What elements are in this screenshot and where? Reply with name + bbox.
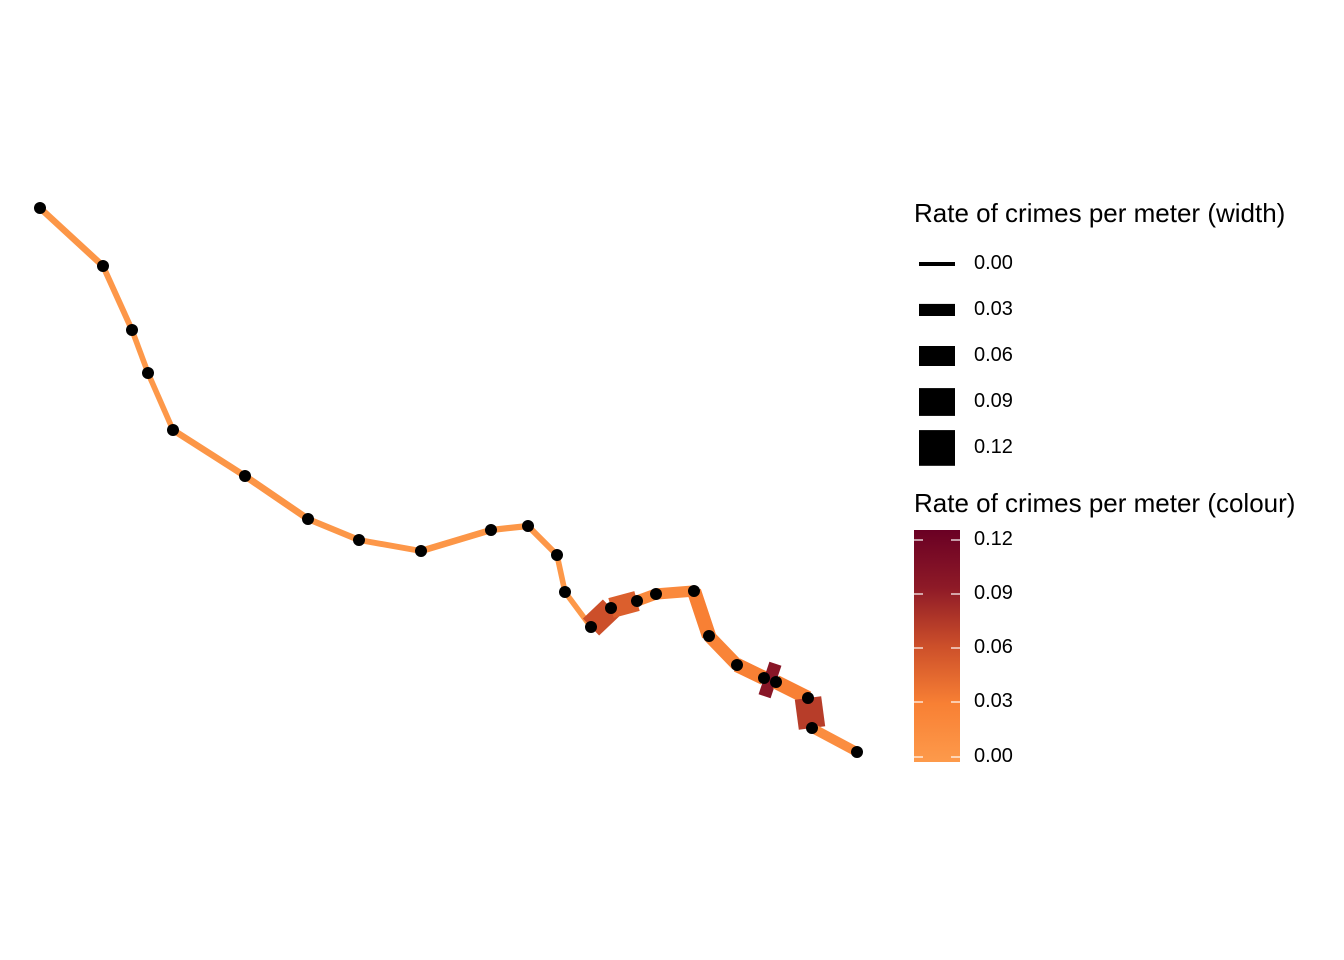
route-segment (687, 588, 716, 639)
route-segment (809, 723, 860, 757)
colour-legend-tick-label: 0.12 (974, 528, 1013, 550)
colour-legend-tick-label: 0.06 (974, 636, 1013, 658)
route-point (239, 470, 251, 482)
route-point (631, 595, 643, 607)
route-point (559, 586, 571, 598)
route-segment (358, 537, 422, 554)
route-segment (554, 554, 568, 593)
route-point (142, 367, 154, 379)
route-segment (171, 427, 247, 479)
width-legend-key (919, 430, 955, 466)
route-point (802, 692, 814, 704)
route-segment (100, 264, 135, 332)
width-legend-label: 0.00 (974, 252, 1013, 274)
width-legend-key (919, 346, 955, 366)
route-point (806, 722, 818, 734)
route-point (485, 524, 497, 536)
route-point (167, 424, 179, 436)
route-segment (655, 585, 695, 600)
route-point (758, 672, 770, 684)
width-legend-label: 0.09 (974, 390, 1013, 412)
route-point (97, 260, 109, 272)
route-segment (420, 526, 492, 555)
colour-bar-ticks (914, 539, 960, 758)
route-segment (306, 516, 361, 543)
route-point (302, 513, 314, 525)
colour-bar (914, 530, 960, 762)
route-points (34, 202, 863, 758)
colour-legend-tick-label: 0.00 (974, 745, 1013, 767)
route-segment (490, 522, 529, 534)
width-legend-key (919, 388, 955, 416)
route-point (650, 588, 662, 600)
route-point (551, 549, 563, 561)
width-legend-label: 0.12 (974, 436, 1013, 458)
route-segment (37, 205, 106, 269)
route-point (731, 659, 743, 671)
route-segment (525, 523, 560, 558)
route-point (585, 621, 597, 633)
route-segment (243, 473, 310, 522)
route-point (126, 324, 138, 336)
colour-legend-title: Rate of crimes per meter (colour) (914, 488, 1296, 518)
route-point (415, 545, 427, 557)
route-point (770, 676, 782, 688)
width-legend-title: Rate of crimes per meter (width) (914, 198, 1286, 228)
width-legend-label: 0.06 (974, 344, 1013, 366)
route-point (34, 202, 46, 214)
route-point (688, 585, 700, 597)
route-point (353, 534, 365, 546)
route-point (703, 630, 715, 642)
route-point (851, 746, 863, 758)
route-segment (704, 631, 742, 670)
width-legend-key (919, 303, 955, 316)
route-point (522, 520, 534, 532)
width-legend-key (919, 262, 955, 266)
route-point (605, 602, 617, 614)
route-segment (129, 329, 151, 374)
colour-legend-tick-label: 0.09 (974, 582, 1013, 604)
width-legend-keys (919, 262, 955, 466)
colour-legend-tick-label: 0.03 (974, 690, 1013, 712)
width-legend-label: 0.03 (974, 298, 1013, 320)
route-segment (145, 371, 176, 432)
